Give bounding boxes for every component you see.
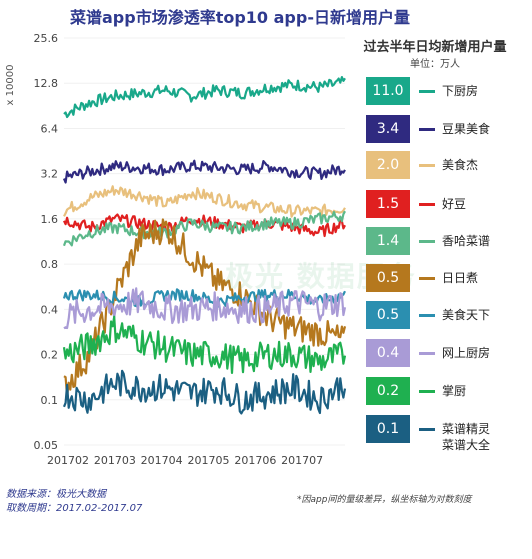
- y-tick-label: 0.1: [41, 394, 59, 407]
- x-tick-label: 201703: [94, 454, 136, 467]
- series-line-5: [62, 210, 346, 247]
- legend-line-swatch: [419, 240, 435, 243]
- legend-line-swatch: [419, 428, 435, 431]
- legend-item: 3.4 豆果美食: [366, 115, 530, 143]
- chart-area: 25.6 12.8 6.4 3.2 1.6 0.8 0.4 0.2 0.1 0.05 201702…: [5, 32, 347, 467]
- x-tick-label: 201702: [47, 454, 89, 467]
- x-tick-label: 201704: [141, 454, 183, 467]
- legend-item: 0.1 菜谱精灵: [366, 415, 530, 443]
- y-tick-label: 12.8: [34, 77, 59, 90]
- y-tick-label: 0.2: [41, 349, 59, 362]
- series-line-6: [63, 218, 347, 398]
- legend-value-box: 2.0: [366, 151, 410, 179]
- legend-label: 豆果美食: [442, 122, 491, 136]
- legend-value-box: 0.4: [366, 339, 410, 367]
- legend-item: 2.0 美食杰: [366, 151, 530, 179]
- data-period: 取数周期：2017.02-2017.07: [6, 503, 143, 514]
- x-tick-label: 201706: [234, 454, 276, 467]
- legend-value-box: 0.2: [366, 377, 410, 405]
- legend-item: 1.4 香哈菜谱: [366, 227, 530, 255]
- data-source: 数据来源：极光大数据: [6, 489, 106, 500]
- series-line-3: [63, 185, 346, 218]
- legend-label: 好豆: [442, 197, 467, 211]
- series-line-1: [63, 75, 346, 119]
- legend-item: 0.5 日日煮: [366, 264, 530, 292]
- y-tick-label: 3.2: [41, 168, 59, 181]
- legend-line-swatch: [419, 203, 435, 206]
- legend-value-box: 11.0: [366, 77, 410, 105]
- legend-item: 0.4 网上厨房: [366, 339, 530, 367]
- x-tick-label: 201707: [281, 454, 323, 467]
- legend-value-box: 1.4: [366, 227, 410, 255]
- legend-label: 美食杰: [442, 158, 479, 172]
- series-line-9: [62, 315, 347, 374]
- legend-value-box: 1.5: [366, 190, 410, 218]
- legend-item: 0.5 美食天下: [366, 301, 530, 329]
- legend-line-swatch: [419, 164, 435, 167]
- legend-value-box: 3.4: [366, 115, 410, 143]
- y-tick-label: 1.6: [41, 213, 59, 226]
- legend-label: 下厨房: [442, 84, 479, 98]
- legend-label: 菜谱精灵: [442, 422, 491, 436]
- legend-line-swatch: [419, 90, 435, 93]
- legend-label: 日日煮: [442, 271, 479, 285]
- legend-label: 网上厨房: [442, 346, 491, 360]
- footnote: *因app间的量级差异，纵坐标轴为对数刻度: [297, 495, 472, 505]
- legend-line-swatch: [419, 352, 435, 355]
- series-line-10: [62, 369, 347, 415]
- legend-unit: 单位：万人: [410, 59, 460, 70]
- legend-value-box: 0.5: [366, 301, 410, 329]
- chart-title: 菜谱app市场渗透率top10 app-日新增用户量: [70, 8, 410, 27]
- legend-item: 1.5 好豆: [366, 190, 530, 218]
- y-axis-label: x 10000: [5, 65, 16, 106]
- legend-item: 0.2 掌厨: [366, 377, 530, 405]
- y-tick-label: 0.8: [41, 258, 59, 271]
- x-tick-label: 201705: [188, 454, 230, 467]
- series-line-2: [62, 159, 346, 184]
- series-line-4: [63, 213, 346, 238]
- y-tick-label: 25.6: [34, 32, 59, 45]
- series-line-8: [63, 287, 347, 330]
- legend-label-extra: 菜谱大全: [442, 438, 491, 452]
- legend-line-swatch: [419, 390, 435, 393]
- legend-value-box: 0.5: [366, 264, 410, 292]
- legend-label: 香哈菜谱: [442, 234, 491, 248]
- legend-value-box: 0.1: [366, 415, 410, 443]
- legend-line-swatch: [419, 277, 435, 280]
- legend-label: 美食天下: [442, 308, 491, 322]
- y-tick-label: 0.4: [41, 303, 59, 316]
- legend-line-swatch: [419, 128, 435, 131]
- legend-label: 掌厨: [442, 384, 467, 398]
- legend-title: 过去半年日均新增用户量: [363, 40, 507, 55]
- y-tick-label: 6.4: [41, 122, 59, 135]
- y-tick-label: 0.05: [34, 439, 59, 452]
- legend-item: 11.0 下厨房: [366, 77, 530, 105]
- legend-line-swatch: [419, 314, 435, 317]
